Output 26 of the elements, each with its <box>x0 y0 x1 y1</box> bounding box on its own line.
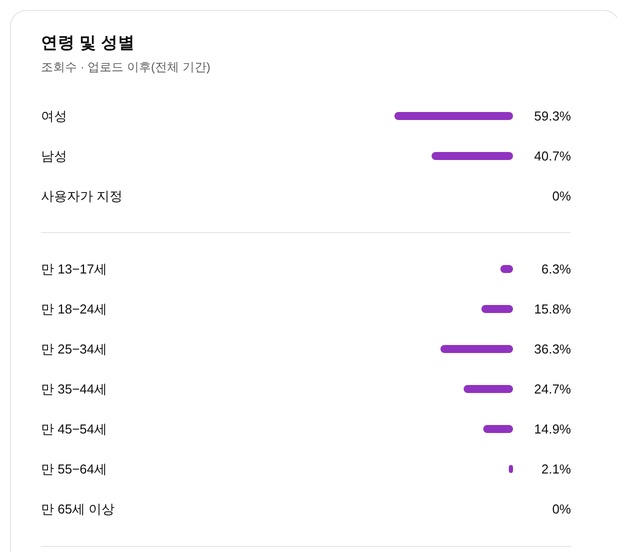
data-label: 40.7% <box>534 148 572 164</box>
data-label: 2.1% <box>541 462 572 477</box>
y-tick-label: 여성 <box>41 108 67 124</box>
y-tick-label: 만 55−64세 <box>41 462 108 477</box>
bar <box>440 345 513 353</box>
bar <box>464 385 513 393</box>
text: 조회수 · 업로드 이후(전체 기간) <box>41 60 210 74</box>
data-label: 0% <box>552 188 572 204</box>
y-tick-label: 남성 <box>41 148 67 164</box>
y-tick-label: 만 65세 이상 <box>41 502 115 517</box>
y-tick-label: 만 25−34세 <box>41 342 108 357</box>
y-tick-label: 만 35−44세 <box>41 382 108 397</box>
data-label: 14.9% <box>534 422 572 437</box>
data-label: 36.3% <box>534 342 572 357</box>
bar <box>483 425 513 433</box>
y-tick-label: 만 13−17세 <box>41 262 108 277</box>
y-tick-label: 만 45−54세 <box>41 422 108 437</box>
data-label: 6.3% <box>541 262 572 277</box>
data-label: 59.3% <box>534 108 572 124</box>
data-label: 0% <box>552 502 572 517</box>
y-tick-label: 사용자가 지정 <box>41 188 123 204</box>
bar <box>481 305 513 313</box>
y-tick-label: 만 18−24세 <box>41 302 108 317</box>
text: 연령 및 성별 <box>41 34 136 52</box>
data-label: 24.7% <box>534 382 572 397</box>
data-label: 15.8% <box>534 302 572 317</box>
